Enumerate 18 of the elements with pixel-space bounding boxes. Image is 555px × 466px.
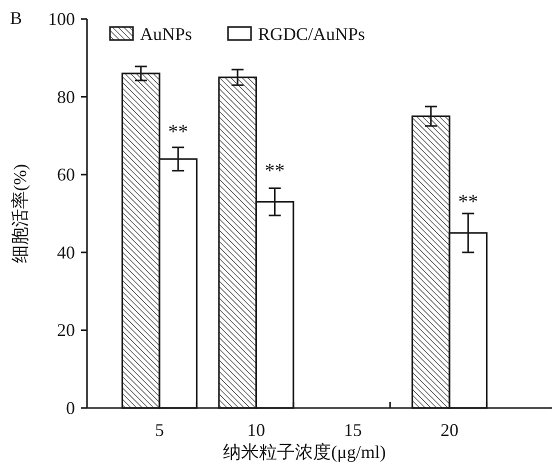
x-tick-label: 15 bbox=[344, 420, 362, 440]
legend-label: AuNPs bbox=[140, 24, 192, 44]
x-tick-label: 10 bbox=[247, 420, 266, 440]
annotation: ** bbox=[458, 190, 478, 213]
y-tick-label: 20 bbox=[57, 320, 75, 340]
x-tick-label: 5 bbox=[155, 420, 164, 440]
y-tick-label: 80 bbox=[57, 86, 75, 107]
y-axis-title: 细胞活率(%) bbox=[10, 164, 30, 263]
y-tick-label: 0 bbox=[66, 398, 75, 418]
y-tick-label: 60 bbox=[57, 164, 75, 185]
annotation: ** bbox=[168, 120, 188, 143]
chart-title: B bbox=[10, 8, 22, 28]
x-tick-label: 20 bbox=[440, 420, 459, 440]
x-axis-title: 纳米粒子浓度(μg/ml) bbox=[223, 442, 386, 462]
annotation: ** bbox=[264, 160, 285, 182]
legend-label: RGDC/AuNPs bbox=[258, 24, 366, 44]
y-tick-label: 40 bbox=[57, 242, 75, 262]
y-tick-label: 100 bbox=[48, 9, 75, 29]
